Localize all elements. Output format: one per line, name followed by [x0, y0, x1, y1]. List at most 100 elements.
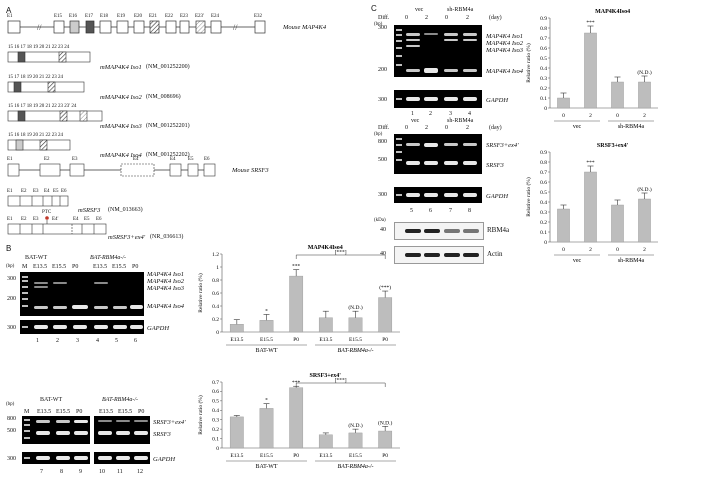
significance-label: (N.D.) — [348, 422, 363, 429]
bar — [378, 297, 393, 333]
significance-label: (N.D.) — [637, 69, 652, 76]
chart-title: MAP4K4Iso4 — [595, 9, 630, 15]
kda-marker: 40 — [380, 251, 386, 257]
gel-b-srsf3-wt — [22, 416, 90, 444]
chart-title: SRSF3+ex4' — [310, 373, 342, 379]
bracket-label: [***] — [335, 378, 347, 384]
lane-number: 3 — [449, 111, 452, 117]
y-tick-label: 0.3 — [540, 76, 547, 82]
lane-label: 2 — [466, 15, 469, 21]
lane-number: 12 — [137, 469, 143, 475]
lane-number: 3 — [76, 338, 79, 344]
map4k4-exon-label: E24 — [211, 14, 220, 19]
band-label: SRSF3+ex4' — [486, 142, 519, 149]
y-tick-label: 0 — [216, 446, 219, 452]
group-label: BAT-RBM4a-/- — [338, 463, 374, 470]
group-label: BAT-RBM4a-/- — [102, 397, 138, 403]
isoform-name: mSRSF3+ex4' — [108, 234, 146, 241]
chart-title: MAP4K4Iso4 — [308, 245, 343, 251]
significance-label: * — [265, 308, 268, 314]
band-label: MAP4K4 Iso3 — [147, 285, 185, 292]
map4k4-exon-label: E23 — [180, 14, 189, 19]
band-label: MAP4K4 Iso2 — [147, 278, 185, 285]
x-tick-label: 0 — [562, 113, 565, 119]
lane-number: 6 — [429, 208, 432, 214]
band-label: MAP4K4 Iso1 — [147, 271, 185, 278]
bar — [611, 204, 624, 243]
y-axis-label: Relative ratio (%) — [525, 177, 532, 217]
significance-label: *** — [586, 160, 595, 166]
lane-number: 8 — [60, 469, 63, 475]
x-tick-label: E13.5 — [230, 453, 243, 459]
isoform-exon-numbers: 15 16 17 18 19 20 21 22 23 24 — [8, 45, 70, 50]
band-label: MAP4K4 Iso2 — [486, 40, 524, 47]
lane-number: 5 — [410, 208, 413, 214]
y-tick-label: 0.8 — [540, 26, 547, 32]
lane-label: 0 — [405, 125, 408, 131]
lane-label: E13.5 — [33, 264, 48, 270]
diff-label: Diff. — [378, 15, 390, 21]
bar — [318, 434, 333, 449]
x-tick-label: E13.5 — [319, 337, 332, 343]
significance-label: *** — [292, 264, 301, 270]
srsf3-iso-exon: E4 — [73, 217, 79, 222]
isoform-accession: (NR_036613) — [150, 234, 184, 240]
bp-marker: 300 — [7, 456, 16, 462]
y-tick-label: 1.2 — [212, 252, 219, 258]
map4k4-exon-label: E23' — [195, 14, 204, 19]
bp-label: (bp) — [6, 264, 15, 269]
bp-marker: 300 — [378, 192, 387, 198]
y-tick-label: 0.3 — [540, 210, 547, 216]
srsf3-exon-label: E5 — [188, 157, 194, 162]
y-tick-label: 0 — [544, 106, 547, 112]
y-tick-label: 0.4 — [212, 408, 219, 414]
isoform-name: mMAP4K4 Iso1 — [100, 64, 142, 71]
control-label: GAPDH — [486, 97, 509, 104]
y-tick-label: 1 — [216, 265, 219, 271]
x-tick-label: E15.5 — [260, 337, 273, 343]
lane-label-m: M — [22, 264, 28, 270]
bar — [289, 387, 304, 449]
western-rbm4a — [394, 222, 484, 240]
group-label: sh-RBM4a — [447, 7, 474, 13]
bracket-label: [***] — [335, 250, 347, 256]
bar — [557, 97, 570, 109]
lane-label: E15.5 — [112, 264, 127, 270]
lane-label: E13.5 — [99, 409, 114, 415]
srsf3-iso-exon: E2 — [21, 189, 27, 194]
bp-marker: 200 — [7, 296, 16, 302]
bp-marker: 300 — [378, 97, 387, 103]
bar-chart-c-map4k4: MAP4K4Iso4 Relative ratio (%) 0 0.1 0.2 0.3 0.… — [525, 9, 658, 129]
y-tick-label: 0.1 — [212, 436, 219, 442]
x-tick-label: 2 — [589, 113, 592, 119]
map4k4-exon-label: E18 — [100, 14, 109, 19]
srsf3-exon-label: E4 — [170, 157, 176, 162]
bar — [229, 323, 244, 333]
srsf3-exon-label: E3 — [72, 157, 78, 162]
western-label: RBM4a — [487, 226, 510, 234]
gel-b-map4k4 — [20, 272, 144, 316]
y-axis-label: Relative ratio (%) — [525, 43, 532, 83]
group-label: BAT-WT — [40, 397, 63, 403]
map4k4-isoform-strips — [7, 51, 103, 151]
map4k4-exon-label: E17 — [85, 14, 94, 19]
lane-label: P0 — [132, 264, 139, 270]
isoform-name: mMAP4K4 Iso4 — [100, 152, 142, 159]
group-label: vec — [415, 7, 424, 13]
srsf3-exons — [7, 163, 216, 177]
lane-label: 2 — [425, 15, 428, 21]
bar — [638, 81, 651, 109]
lane-label: P0 — [76, 409, 83, 415]
lane-number: 9 — [79, 469, 82, 475]
lane-number: 5 — [115, 338, 118, 344]
gel-c-srsf3 — [394, 134, 482, 174]
lane-label: P0 — [138, 409, 145, 415]
y-tick-label: 0 — [544, 240, 547, 246]
group-label: BAT-RBM4a-/- — [90, 255, 126, 261]
bp-marker: 300 — [7, 276, 16, 282]
isoform-name: mSRSF3 — [78, 207, 101, 214]
ptc-marker-icon — [45, 216, 49, 224]
gel-b-map4k4-gapdh — [20, 320, 144, 334]
y-tick-label: 0.7 — [212, 380, 219, 386]
bar — [318, 317, 333, 333]
